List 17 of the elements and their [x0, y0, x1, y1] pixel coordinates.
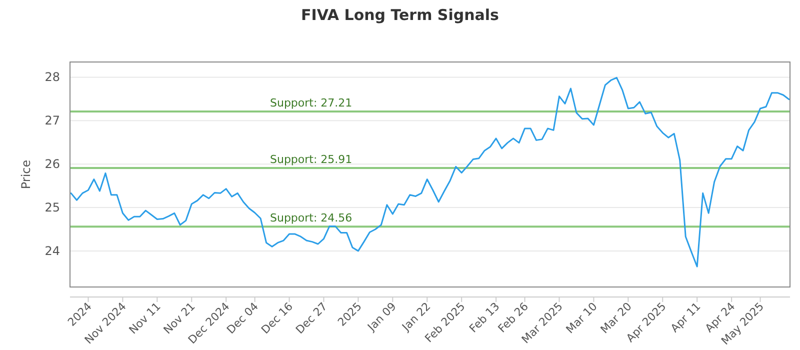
y-tick-label: 27 — [44, 114, 60, 128]
x-tick-label: Dec 16 — [258, 300, 296, 337]
y-tick-label: 24 — [44, 244, 60, 258]
y-tick-label: 25 — [44, 200, 60, 215]
x-tick-label: Mar 10 — [564, 300, 600, 336]
y-tick-label: 26 — [44, 157, 60, 172]
x-tick-label: Apr 11 — [668, 300, 704, 335]
y-tick-label: 28 — [44, 70, 60, 84]
x-tick-label: Jan 09 — [364, 300, 399, 334]
ref-line-label: Support: 24.56 — [270, 212, 352, 225]
x-tick-label: Dec 27 — [293, 300, 330, 337]
chart-title: FIVA Long Term Signals — [301, 6, 500, 24]
ref-line-label: Support: 25.91 — [270, 152, 352, 166]
x-tick-label: Nov 11 — [126, 300, 164, 337]
ref-line-label: Support: 27.21 — [270, 96, 352, 110]
line-series — [70, 76, 790, 268]
y-axis-title: Price — [19, 160, 33, 190]
